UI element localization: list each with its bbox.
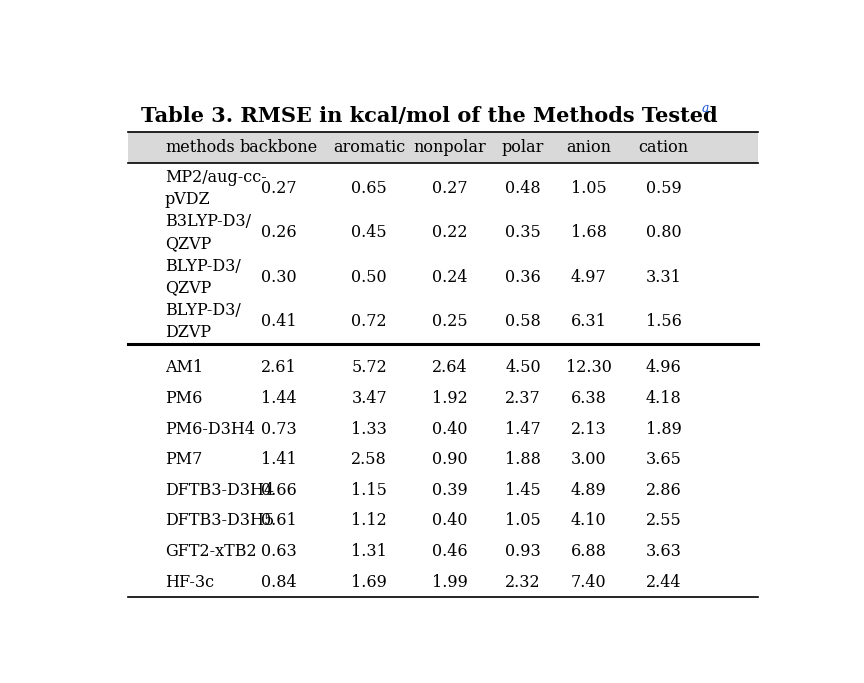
Text: 1.45: 1.45 bbox=[505, 482, 541, 499]
Text: 0.39: 0.39 bbox=[432, 482, 467, 499]
Text: B3LYP-D3/
QZVP: B3LYP-D3/ QZVP bbox=[165, 214, 251, 252]
Text: 0.72: 0.72 bbox=[352, 313, 387, 330]
Text: 0.26: 0.26 bbox=[261, 224, 296, 241]
Text: 1.05: 1.05 bbox=[505, 512, 541, 529]
Text: 2.13: 2.13 bbox=[571, 421, 607, 438]
Text: 3.31: 3.31 bbox=[645, 268, 682, 285]
Text: 3.47: 3.47 bbox=[352, 390, 387, 407]
Text: 1.69: 1.69 bbox=[351, 574, 387, 591]
Text: Table 3. RMSE in kcal/mol of the Methods Tested: Table 3. RMSE in kcal/mol of the Methods… bbox=[142, 106, 718, 126]
Text: 0.84: 0.84 bbox=[261, 574, 296, 591]
Text: 1.05: 1.05 bbox=[571, 180, 607, 197]
Text: 1.88: 1.88 bbox=[505, 451, 541, 468]
Text: DFTB3-D3H4: DFTB3-D3H4 bbox=[165, 482, 274, 499]
Text: 1.68: 1.68 bbox=[571, 224, 607, 241]
Text: 0.46: 0.46 bbox=[432, 543, 467, 560]
Text: 0.90: 0.90 bbox=[432, 451, 467, 468]
Text: AM1: AM1 bbox=[165, 359, 203, 376]
Text: PM6: PM6 bbox=[165, 390, 202, 407]
Text: 1.89: 1.89 bbox=[645, 421, 682, 438]
Text: 0.48: 0.48 bbox=[505, 180, 541, 197]
Text: 5.72: 5.72 bbox=[352, 359, 387, 376]
Text: 6.38: 6.38 bbox=[571, 390, 607, 407]
Text: 0.35: 0.35 bbox=[505, 224, 541, 241]
Text: 0.63: 0.63 bbox=[261, 543, 296, 560]
Text: 6.88: 6.88 bbox=[571, 543, 607, 560]
Text: cation: cation bbox=[638, 139, 689, 156]
Text: 1.33: 1.33 bbox=[351, 421, 387, 438]
Text: 2.44: 2.44 bbox=[646, 574, 682, 591]
Text: GFT2-xTB2: GFT2-xTB2 bbox=[165, 543, 257, 560]
Text: 0.61: 0.61 bbox=[261, 512, 296, 529]
Text: 0.40: 0.40 bbox=[432, 421, 467, 438]
Text: 6.31: 6.31 bbox=[571, 313, 607, 330]
Text: 2.86: 2.86 bbox=[646, 482, 682, 499]
Text: 2.58: 2.58 bbox=[352, 451, 387, 468]
Text: polar: polar bbox=[502, 139, 544, 156]
Text: 3.00: 3.00 bbox=[571, 451, 607, 468]
Text: aromatic: aromatic bbox=[333, 139, 405, 156]
Text: 0.25: 0.25 bbox=[432, 313, 467, 330]
Text: 1.44: 1.44 bbox=[261, 390, 296, 407]
Text: 1.41: 1.41 bbox=[261, 451, 296, 468]
Text: 2.61: 2.61 bbox=[261, 359, 296, 376]
Text: 4.97: 4.97 bbox=[571, 268, 607, 285]
Text: methods: methods bbox=[165, 139, 235, 156]
Text: 0.65: 0.65 bbox=[352, 180, 387, 197]
Text: 1.92: 1.92 bbox=[432, 390, 467, 407]
Text: 1.56: 1.56 bbox=[645, 313, 682, 330]
Text: 0.30: 0.30 bbox=[261, 268, 296, 285]
Text: 1.12: 1.12 bbox=[352, 512, 387, 529]
Text: 0.93: 0.93 bbox=[505, 543, 541, 560]
Text: 0.59: 0.59 bbox=[646, 180, 682, 197]
Text: 2.37: 2.37 bbox=[505, 390, 541, 407]
Text: backbone: backbone bbox=[239, 139, 318, 156]
Text: 0.45: 0.45 bbox=[352, 224, 387, 241]
Text: 1.47: 1.47 bbox=[505, 421, 541, 438]
Text: 0.50: 0.50 bbox=[352, 268, 387, 285]
Text: 2.64: 2.64 bbox=[432, 359, 467, 376]
Text: 4.10: 4.10 bbox=[571, 512, 607, 529]
Text: BLYP-D3/
DZVP: BLYP-D3/ DZVP bbox=[165, 303, 241, 341]
Text: 0.80: 0.80 bbox=[646, 224, 682, 241]
Text: 0.73: 0.73 bbox=[261, 421, 296, 438]
Text: 0.58: 0.58 bbox=[505, 313, 541, 330]
Text: 3.63: 3.63 bbox=[645, 543, 682, 560]
Text: BLYP-D3/
QZVP: BLYP-D3/ QZVP bbox=[165, 258, 241, 296]
Text: 1.15: 1.15 bbox=[351, 482, 387, 499]
Text: 0.22: 0.22 bbox=[432, 224, 467, 241]
Text: 4.96: 4.96 bbox=[646, 359, 682, 376]
Text: 4.89: 4.89 bbox=[571, 482, 607, 499]
Text: PM7: PM7 bbox=[165, 451, 202, 468]
Bar bbox=[128, 132, 758, 163]
Text: 0.66: 0.66 bbox=[261, 482, 296, 499]
Text: 4.50: 4.50 bbox=[505, 359, 541, 376]
Text: 0.36: 0.36 bbox=[505, 268, 541, 285]
Text: 1.31: 1.31 bbox=[351, 543, 387, 560]
Text: 2.55: 2.55 bbox=[646, 512, 682, 529]
Text: 0.24: 0.24 bbox=[432, 268, 467, 285]
Text: nonpolar: nonpolar bbox=[413, 139, 486, 156]
Text: HF-3c: HF-3c bbox=[165, 574, 214, 591]
Text: DFTB3-D3H5: DFTB3-D3H5 bbox=[165, 512, 274, 529]
Text: a: a bbox=[702, 102, 709, 115]
Text: 12.30: 12.30 bbox=[566, 359, 612, 376]
Text: 2.32: 2.32 bbox=[505, 574, 541, 591]
Text: 3.65: 3.65 bbox=[645, 451, 682, 468]
Text: 1.99: 1.99 bbox=[431, 574, 467, 591]
Text: MP2/aug-cc-
pVDZ: MP2/aug-cc- pVDZ bbox=[165, 169, 267, 208]
Text: 0.41: 0.41 bbox=[261, 313, 296, 330]
Text: 0.40: 0.40 bbox=[432, 512, 467, 529]
Text: 4.18: 4.18 bbox=[646, 390, 682, 407]
Text: PM6-D3H4: PM6-D3H4 bbox=[165, 421, 255, 438]
Text: anion: anion bbox=[566, 139, 611, 156]
Text: 0.27: 0.27 bbox=[432, 180, 467, 197]
Text: 7.40: 7.40 bbox=[571, 574, 607, 591]
Text: 0.27: 0.27 bbox=[261, 180, 296, 197]
